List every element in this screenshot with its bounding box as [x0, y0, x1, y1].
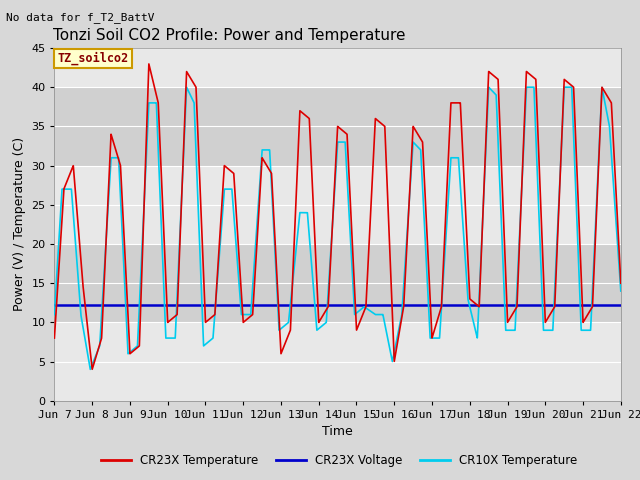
Text: TZ_soilco2: TZ_soilco2 [58, 52, 129, 65]
Text: Tonzi Soil CO2 Profile: Power and Temperature: Tonzi Soil CO2 Profile: Power and Temper… [53, 28, 406, 43]
X-axis label: Time: Time [322, 425, 353, 438]
Text: No data for f_T2_BattV: No data for f_T2_BattV [6, 12, 155, 23]
Bar [54, 244, 621, 323]
Legend: CR23X Temperature, CR23X Voltage, CR10X Temperature: CR23X Temperature, CR23X Voltage, CR10X … [97, 449, 582, 472]
Bar [54, 87, 621, 166]
Y-axis label: Power (V) / Temperature (C): Power (V) / Temperature (C) [13, 137, 26, 312]
